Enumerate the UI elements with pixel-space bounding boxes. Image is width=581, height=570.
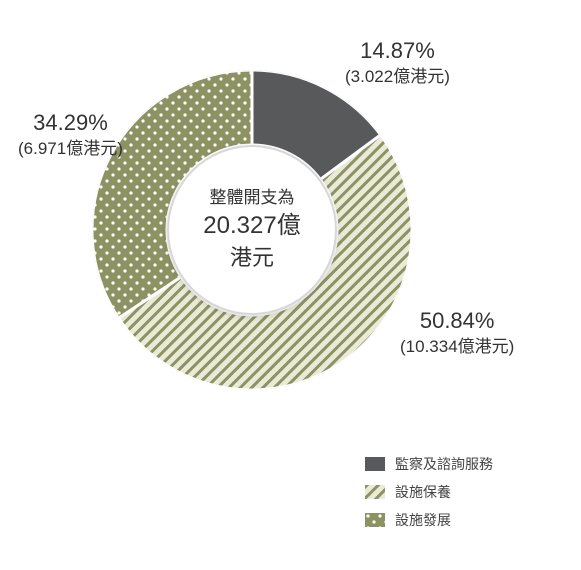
legend: 監察及諮詢服務 設施保養 設施發展	[365, 454, 493, 538]
amt-development: (6.971億港元)	[18, 138, 123, 161]
donut-chart: 整體開支為 20.327億 港元	[92, 70, 412, 390]
swatch-maintenance	[365, 485, 385, 499]
pct-development: 34.29%	[18, 108, 123, 138]
legend-item-supervision: 監察及諮詢服務	[365, 454, 493, 474]
center-line3: 港元	[230, 243, 274, 273]
chart-center: 整體開支為 20.327億 港元	[167, 145, 337, 315]
pct-supervision: 14.87%	[345, 36, 450, 66]
legend-label-supervision: 監察及諮詢服務	[395, 454, 493, 474]
legend-label-development: 設施發展	[395, 510, 451, 530]
center-line1: 整體開支為	[210, 187, 295, 210]
amt-maintenance: (10.334億港元)	[400, 336, 514, 359]
label-supervision: 14.87% (3.022億港元)	[345, 36, 450, 89]
center-value: 20.327億	[203, 210, 300, 242]
label-maintenance: 50.84% (10.334億港元)	[400, 306, 514, 359]
amt-supervision: (3.022億港元)	[345, 66, 450, 89]
swatch-supervision	[365, 457, 385, 471]
swatch-development	[365, 513, 385, 527]
legend-label-maintenance: 設施保養	[395, 482, 451, 502]
legend-item-development: 設施發展	[365, 510, 493, 530]
label-development: 34.29% (6.971億港元)	[18, 108, 123, 161]
pct-maintenance: 50.84%	[400, 306, 514, 336]
legend-item-maintenance: 設施保養	[365, 482, 493, 502]
